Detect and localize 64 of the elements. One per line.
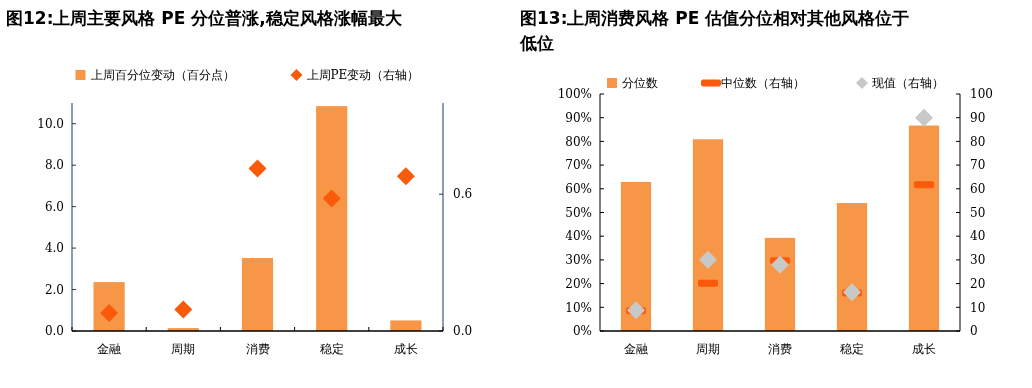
point (174, 300, 193, 319)
legend-label: 中位数（右轴） (721, 76, 805, 91)
y-tick-label: 0.0 (44, 324, 64, 339)
y-tick-label: 90% (565, 110, 592, 125)
point (771, 255, 789, 274)
legend-label: 上周百分位变动（百分点） (90, 68, 235, 83)
point (843, 283, 861, 302)
y2-tick-label: 50 (970, 205, 986, 220)
x-tick-label: 稳定 (319, 342, 344, 356)
y2-tick-label: 20 (970, 276, 986, 291)
bar (620, 181, 652, 331)
y2-tick-label: 60 (970, 182, 986, 196)
bar (241, 258, 274, 331)
x-tick-label: 金融 (97, 342, 122, 356)
y2-tick-label: 70 (970, 158, 986, 173)
y-tick-label: 100% (557, 87, 592, 102)
bar (908, 125, 940, 331)
bar (836, 203, 868, 331)
y-tick-label: 70% (565, 158, 592, 173)
y-tick-label: 50% (565, 205, 592, 220)
y2-tick-label: 0.6 (453, 187, 473, 202)
bar (316, 106, 348, 331)
x-tick-label: 周期 (171, 342, 196, 356)
y-tick-label: 0% (572, 324, 592, 339)
x-tick-label: 稳定 (840, 342, 864, 356)
chart-title: 图13:上周消费风格 PE 估值分位相对其他风格位于低位 (519, 8, 910, 53)
y-tick-label: 40% (565, 229, 592, 244)
x-tick-label: 成长 (393, 342, 418, 356)
y2-tick-label: 0.0 (453, 324, 473, 339)
chart-title: 图12:上周主要风格 PE 分位普涨,稳定风格涨幅最大 (6, 8, 403, 28)
point (627, 301, 645, 320)
bar (692, 139, 724, 331)
y2-tick-label: 10 (970, 300, 986, 315)
bar (764, 237, 796, 331)
y2-tick-label: 30 (970, 253, 986, 268)
x-tick-label: 消费 (768, 342, 792, 356)
y2-tick-label: 0 (970, 324, 978, 339)
y-tick-label: 8.0 (44, 158, 64, 173)
y2-tick-label: 90 (970, 110, 986, 125)
y-tick-label: 10.0 (37, 116, 64, 131)
point (248, 159, 267, 178)
legend-label: 分位数 (622, 76, 658, 91)
y-tick-label: 30% (565, 253, 592, 268)
x-tick-label: 金融 (624, 342, 648, 356)
legend-label: 现值（右轴） (872, 76, 944, 91)
bar (390, 320, 422, 331)
y2-tick-label: 80 (970, 134, 986, 149)
y-tick-label: 2.0 (44, 282, 64, 297)
y2-tick-label: 100 (970, 87, 993, 102)
point (322, 189, 341, 208)
x-tick-label: 周期 (696, 342, 720, 356)
y-tick-label: 10% (565, 300, 592, 315)
y-tick-label: 60% (565, 182, 592, 196)
y2-tick-label: 40 (970, 229, 986, 244)
point (915, 108, 933, 127)
y-tick-label: 6.0 (44, 199, 64, 214)
y-tick-label: 80% (565, 134, 592, 149)
legend-label: 上周PE变动（右轴） (306, 68, 420, 83)
y-tick-label: 4.0 (44, 241, 64, 256)
y-tick-label: 20% (565, 276, 592, 291)
x-tick-label: 成长 (912, 342, 936, 356)
point (396, 167, 415, 186)
point (699, 250, 717, 269)
x-tick-label: 消费 (245, 342, 270, 356)
